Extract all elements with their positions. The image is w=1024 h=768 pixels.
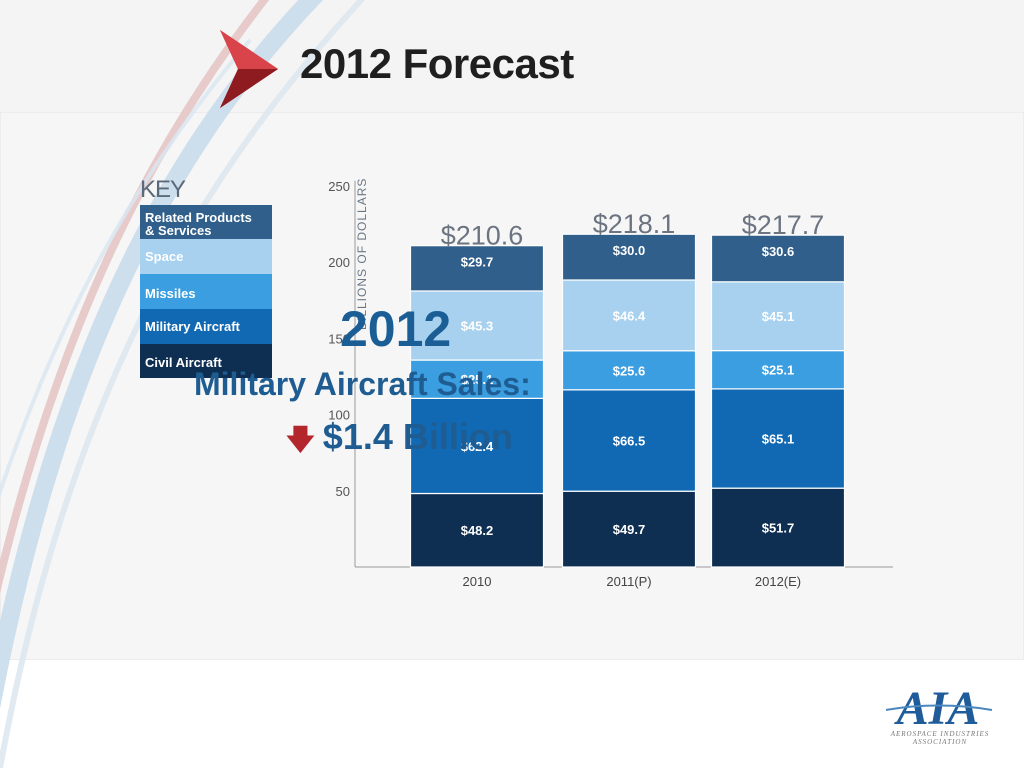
x-tick-label: 2011(P) [606,574,651,589]
header-band [0,0,1024,112]
total-label: $218.1 [593,209,676,239]
down-arrow-icon: 🡇 [286,424,315,455]
data-label: $51.7 [762,521,795,536]
org-name-line1: AEROSPACE INDUSTRIES [890,730,990,738]
bar-segment [710,234,846,283]
bar-segment [710,388,846,489]
x-tick-label: 2012(E) [755,574,801,589]
overlay-delta: 🡇 $1.4 Billion [286,416,513,467]
data-label: $29.7 [461,255,494,270]
bar-segment [409,492,545,568]
org-name: AEROSPACE INDUSTRIES ASSOCIATION [884,730,996,746]
bar-segment [561,233,697,281]
data-label: $46.4 [613,308,646,323]
aia-logo: AIA [885,682,993,735]
data-label: $65.1 [762,432,795,447]
bar-segment [409,245,545,292]
legend-item-space: Space [140,239,272,274]
data-label: $45.3 [461,319,494,334]
data-label: $66.5 [613,434,646,449]
bar-segment [409,359,545,399]
chevron-arrow-icon [220,30,278,108]
legend-item-related-products: Related Products & Services [140,205,272,239]
x-tick-label: 2010 [463,574,492,589]
bar-segment [710,350,846,390]
overlay-delta-value: $1.4 Billion [322,416,513,457]
legend-label-line2: & Services [145,223,212,238]
footer-band [0,660,1024,768]
overlay-headline: Military Aircraft Sales: [194,366,531,402]
y-axis-label: BILLIONS OF DOLLARS [355,178,369,330]
data-label: $25.1 [762,363,795,378]
data-label: $48.2 [461,523,494,538]
page-title: 2012 Forecast [300,40,574,87]
overlay-year: 2012 [340,301,452,357]
data-label: $62.4 [461,439,494,454]
org-name-line2: ASSOCIATION [912,738,968,746]
data-label: $30.0 [613,243,646,258]
legend-item-civil-aircraft: Civil Aircraft [140,344,272,378]
bar-segment [561,350,697,391]
legend-label: Space [145,249,184,264]
y-tick-label: 150 [328,331,350,346]
bar-segment [561,389,697,492]
data-label: $45.1 [762,309,795,324]
bar-segment [710,487,846,568]
aia-logo-text: AIA [894,682,980,735]
legend-item-military-aircraft: Military Aircraft [140,309,272,344]
data-label: $25.6 [613,363,646,378]
bar-segment [561,490,697,568]
legend-item-missiles: Missiles [140,274,272,309]
y-tick-label: 50 [336,484,350,499]
data-label: $30.6 [762,244,795,259]
bar-segment [561,279,697,352]
y-tick-label: 200 [328,255,350,270]
y-tick-label: 100 [328,408,350,423]
total-label: $210.6 [441,221,524,251]
legend-label: Missiles [145,286,196,301]
key-title: KEY [140,176,186,203]
total-label: $217.7 [742,210,825,240]
data-label: $49.7 [613,522,646,537]
y-tick-label: 250 [328,179,350,194]
legend-label: Military Aircraft [145,319,240,334]
bar-segment [409,397,545,495]
data-label: $25.1 [461,372,494,387]
bar-segment [409,290,545,361]
legend-label: Civil Aircraft [145,355,222,370]
legend-label-line1: Related Products [145,210,252,225]
